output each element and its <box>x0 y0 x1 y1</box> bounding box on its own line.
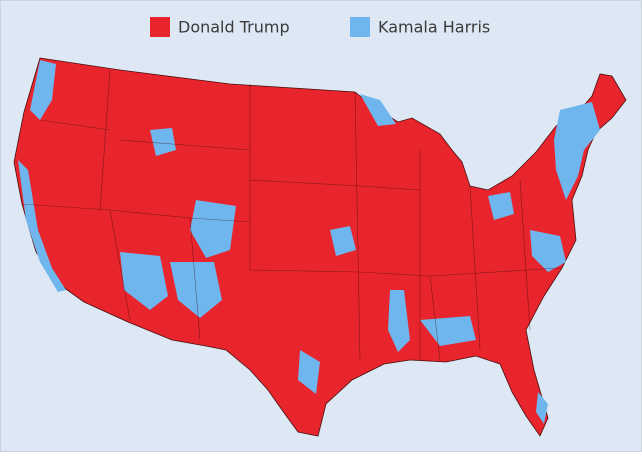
legend-swatch <box>150 17 170 37</box>
map-blue-area <box>330 226 356 256</box>
legend: Donald Trump Kamala Harris <box>150 17 490 37</box>
map-blue-area <box>536 392 548 424</box>
map-blue-area <box>298 350 320 394</box>
map-blue-area <box>190 200 236 258</box>
map-blue-area <box>150 128 176 156</box>
map-blue-area <box>120 252 168 310</box>
map-blue-area <box>30 60 56 120</box>
us-county-map <box>13 57 627 437</box>
map-blue-area <box>18 160 66 292</box>
legend-swatch <box>350 17 370 37</box>
map-blue-area <box>488 192 514 220</box>
legend-label: Kamala Harris <box>378 18 490 37</box>
map-blue-area <box>554 102 600 200</box>
map-blue-area <box>420 316 476 346</box>
map-blue-area <box>530 230 566 272</box>
state-borders <box>21 69 561 361</box>
map-blue-area <box>388 290 410 352</box>
legend-label: Donald Trump <box>178 18 290 37</box>
map-blue-area <box>360 94 396 126</box>
